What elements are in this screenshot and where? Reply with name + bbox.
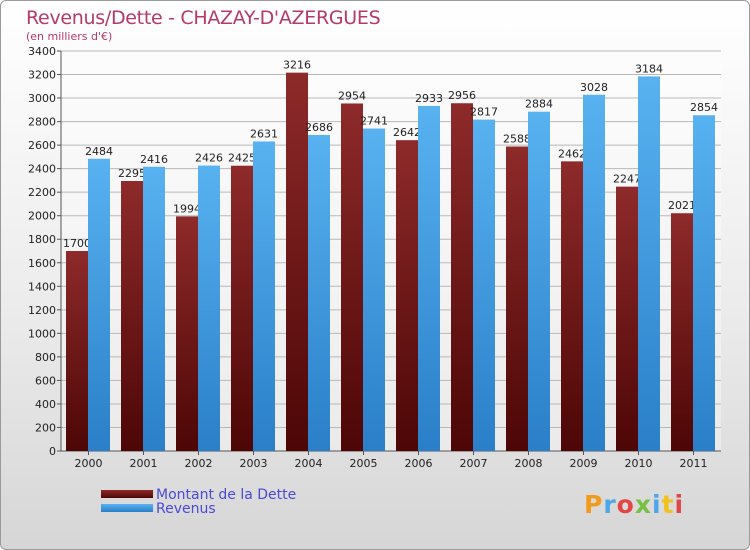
data-label-dette: 2462 (558, 147, 586, 160)
bar-revenus (528, 111, 550, 452)
x-tick-label: 2007 (460, 457, 488, 470)
y-tick-label: 1000 (28, 327, 56, 340)
legend-label-revenus: Revenus (156, 501, 216, 517)
bar-dette (176, 216, 198, 451)
data-label-dette: 2588 (503, 133, 531, 146)
bar-revenus (363, 128, 385, 451)
plot-area (61, 51, 721, 451)
bar-revenus (638, 76, 660, 451)
data-label-revenus: 2416 (140, 153, 168, 166)
data-label-revenus: 2854 (690, 101, 718, 114)
proxiti-logo: Proxiti (584, 490, 685, 519)
data-label-revenus: 2426 (195, 152, 223, 165)
bar-revenus (88, 158, 110, 451)
bar-dette (396, 140, 418, 452)
data-label-dette: 3216 (283, 59, 311, 72)
bar-dette (286, 72, 308, 451)
y-tick-label: 1200 (28, 304, 56, 317)
bar-dette (341, 103, 363, 452)
bar-dette (616, 186, 638, 451)
y-tick-label: 2200 (28, 186, 56, 199)
y-tick-label: 0 (49, 445, 56, 458)
y-tick-label: 3200 (28, 69, 56, 82)
bar-revenus (143, 166, 165, 451)
bar-revenus (693, 115, 715, 451)
x-tick-label: 2011 (680, 457, 708, 470)
chart-subtitle: (en milliers d'€) (26, 30, 113, 43)
x-tick-label: 2008 (515, 457, 543, 470)
bar-revenus (308, 135, 330, 451)
y-tick-label: 2000 (28, 210, 56, 223)
data-label-dette: 2295 (118, 167, 146, 180)
y-tick-label: 400 (35, 398, 56, 411)
data-label-revenus: 2631 (250, 127, 278, 140)
y-tick-label: 1400 (28, 280, 56, 293)
y-tick-label: 2400 (28, 163, 56, 176)
y-tick-label: 3400 (28, 45, 56, 58)
bar-dette (121, 181, 143, 451)
data-label-dette: 2247 (613, 173, 641, 186)
y-tick-label: 600 (35, 374, 56, 387)
bar-revenus (583, 94, 605, 451)
data-label-dette: 2021 (668, 199, 696, 212)
bar-dette (66, 251, 88, 451)
x-tick-label: 2009 (570, 457, 598, 470)
bar-dette (671, 213, 693, 451)
data-label-dette: 2956 (448, 89, 476, 102)
x-tick-label: 2006 (405, 457, 433, 470)
legend-swatch-dette (101, 490, 153, 498)
bar-dette (451, 103, 473, 451)
bar-revenus (473, 119, 495, 452)
data-label-revenus: 3184 (635, 62, 663, 75)
data-label-revenus: 2484 (85, 145, 113, 158)
y-tick-label: 3000 (28, 92, 56, 105)
data-label-revenus: 3028 (580, 81, 608, 94)
bar-dette (561, 161, 583, 451)
data-label-revenus: 2884 (525, 98, 553, 111)
x-tick-label: 2010 (625, 457, 653, 470)
data-label-dette: 1994 (173, 202, 201, 215)
data-label-dette: 2954 (338, 89, 366, 102)
y-tick-label: 200 (35, 421, 56, 434)
data-label-dette: 2642 (393, 126, 421, 139)
data-label-revenus: 2686 (305, 121, 333, 134)
bar-revenus (418, 105, 440, 452)
x-tick-label: 2002 (185, 457, 213, 470)
data-label-revenus: 2933 (415, 92, 443, 105)
bar-revenus (253, 141, 275, 451)
y-tick-label: 1800 (28, 233, 56, 246)
data-label-dette: 2425 (228, 152, 256, 165)
data-label-revenus: 2817 (470, 106, 498, 119)
legend-swatch-revenus (101, 504, 153, 512)
x-tick-label: 2004 (295, 457, 323, 470)
x-tick-label: 2000 (75, 457, 103, 470)
x-tick-label: 2003 (240, 457, 268, 470)
y-tick-label: 2800 (28, 116, 56, 129)
data-label-revenus: 2741 (360, 115, 388, 128)
y-tick-label: 2600 (28, 139, 56, 152)
x-tick-label: 2005 (350, 457, 378, 470)
y-tick-label: 1600 (28, 257, 56, 270)
y-tick-label: 800 (35, 351, 56, 364)
x-tick-label: 2001 (130, 457, 158, 470)
bar-revenus (198, 165, 220, 451)
legend-label-dette: Montant de la Dette (156, 487, 297, 503)
data-label-dette: 1700 (63, 237, 91, 250)
bar-dette (231, 165, 253, 452)
bar-dette (506, 146, 528, 451)
chart-title: Revenus/Dette - CHAZAY-D'AZERGUES (26, 7, 381, 29)
